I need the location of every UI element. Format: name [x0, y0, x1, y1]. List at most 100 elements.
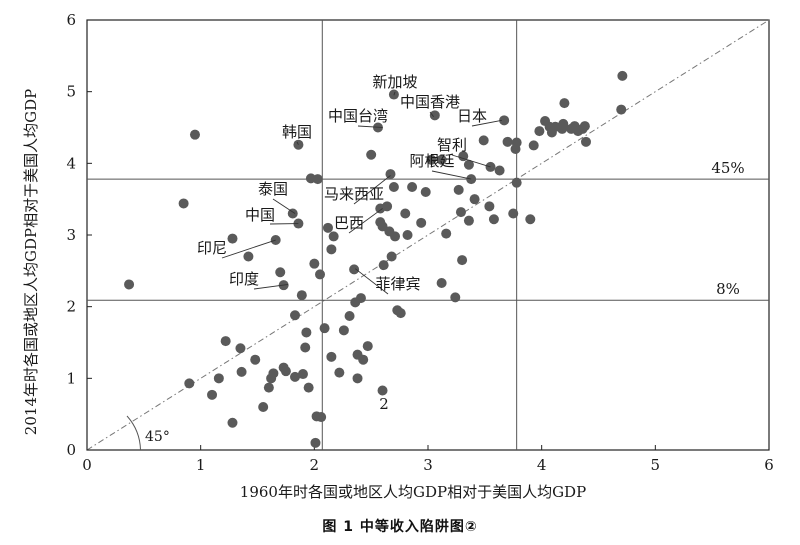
y-axis-label: 2014年时各国或地区人均GDP相对于美国人均GDP — [22, 89, 40, 435]
data-point — [326, 244, 337, 255]
data-point — [559, 98, 570, 109]
data-point — [296, 290, 307, 301]
annotation-label: 智利 — [437, 136, 467, 154]
diagonal-45-line — [86, 19, 770, 451]
data-point — [280, 366, 291, 377]
x-tick-label: 0 — [82, 456, 92, 474]
annotation-leader — [253, 284, 289, 290]
data-point — [297, 369, 308, 380]
data-point — [499, 115, 510, 126]
y-tick-label: 3 — [66, 226, 76, 244]
annotation-label: 韩国 — [282, 123, 312, 141]
data-point — [616, 104, 627, 115]
data-point — [268, 368, 279, 379]
threshold-label-1: 45% — [711, 159, 744, 177]
annotation-label: 中国 — [245, 206, 275, 224]
data-point — [124, 279, 135, 290]
data-point — [558, 118, 569, 129]
data-point — [463, 215, 474, 226]
data-point — [355, 293, 366, 304]
data-point — [494, 165, 505, 176]
data-point — [426, 154, 437, 165]
annotation-leader — [221, 239, 276, 259]
data-point — [400, 208, 411, 219]
y-tick-label: 4 — [66, 154, 76, 172]
annotation-leader — [451, 154, 491, 168]
data-point — [617, 70, 628, 81]
data-point — [386, 251, 397, 262]
data-point — [450, 292, 461, 303]
data-point — [388, 181, 399, 192]
figure-caption: 图 1 中等收入陷阱图② — [322, 519, 478, 535]
data-point — [390, 231, 401, 242]
annotation-label: 中国台湾 — [328, 107, 388, 125]
data-point — [312, 174, 323, 185]
x-tick-label: 5 — [651, 456, 661, 474]
data-point — [528, 140, 539, 151]
data-point — [309, 258, 320, 269]
annotation-label: 新加坡 — [372, 73, 417, 91]
data-point — [453, 184, 464, 195]
annotation-label: 日本 — [457, 107, 487, 125]
data-point — [290, 371, 301, 382]
data-point — [338, 325, 349, 336]
data-point — [301, 327, 312, 338]
data-point — [178, 198, 189, 209]
data-point — [362, 341, 373, 352]
data-point — [250, 354, 261, 365]
data-point — [402, 230, 413, 240]
x-tick-label: 6 — [764, 456, 774, 474]
x-tick-label: 3 — [423, 456, 433, 474]
annotation-label: 中国香港 — [400, 93, 460, 111]
data-point — [455, 207, 466, 218]
threshold-label-2: 8% — [716, 280, 740, 298]
data-point — [579, 121, 590, 132]
y-tick-label: 5 — [66, 83, 76, 101]
data-point — [478, 135, 489, 146]
annotation-leader — [272, 198, 296, 214]
data-point — [349, 264, 360, 275]
data-point — [258, 402, 269, 412]
data-point — [334, 367, 345, 378]
data-point — [385, 169, 396, 180]
data-point — [184, 378, 195, 389]
x-axis-label: 1960年时各国或地区人均GDP相对于美国人均GDP — [240, 483, 586, 501]
data-point — [213, 373, 224, 384]
data-point — [243, 251, 254, 262]
data-point — [189, 129, 200, 140]
angle-arc — [126, 415, 141, 451]
data-point — [534, 126, 545, 137]
data-point — [463, 159, 474, 170]
data-point — [508, 208, 519, 219]
y-tick-label: 1 — [66, 369, 76, 387]
data-point — [344, 310, 355, 321]
annotation-leader — [353, 175, 391, 205]
data-point — [382, 201, 393, 212]
data-point — [352, 373, 363, 384]
annotation-leader — [354, 268, 389, 295]
data-point — [358, 354, 369, 365]
y-tick-label: 6 — [66, 11, 76, 29]
annotation-label: 印度 — [229, 270, 259, 288]
data-point — [227, 417, 238, 428]
data-point — [287, 208, 298, 219]
data-point — [580, 136, 591, 147]
data-point — [441, 228, 452, 239]
data-point — [310, 437, 321, 448]
data-point — [488, 214, 499, 225]
annotation-label: 阿根廷 — [409, 152, 454, 170]
data-point — [319, 323, 330, 334]
data-point — [322, 222, 333, 233]
data-point — [416, 217, 427, 228]
data-point — [458, 151, 469, 162]
data-point — [511, 137, 522, 148]
data-point — [502, 136, 513, 147]
annotation-leader — [393, 91, 396, 96]
data-point — [377, 385, 388, 396]
annotation-leader — [296, 141, 299, 145]
data-point — [469, 194, 480, 205]
x-tick-label: 1 — [196, 456, 206, 474]
data-point — [429, 110, 440, 121]
data-point — [315, 269, 326, 280]
